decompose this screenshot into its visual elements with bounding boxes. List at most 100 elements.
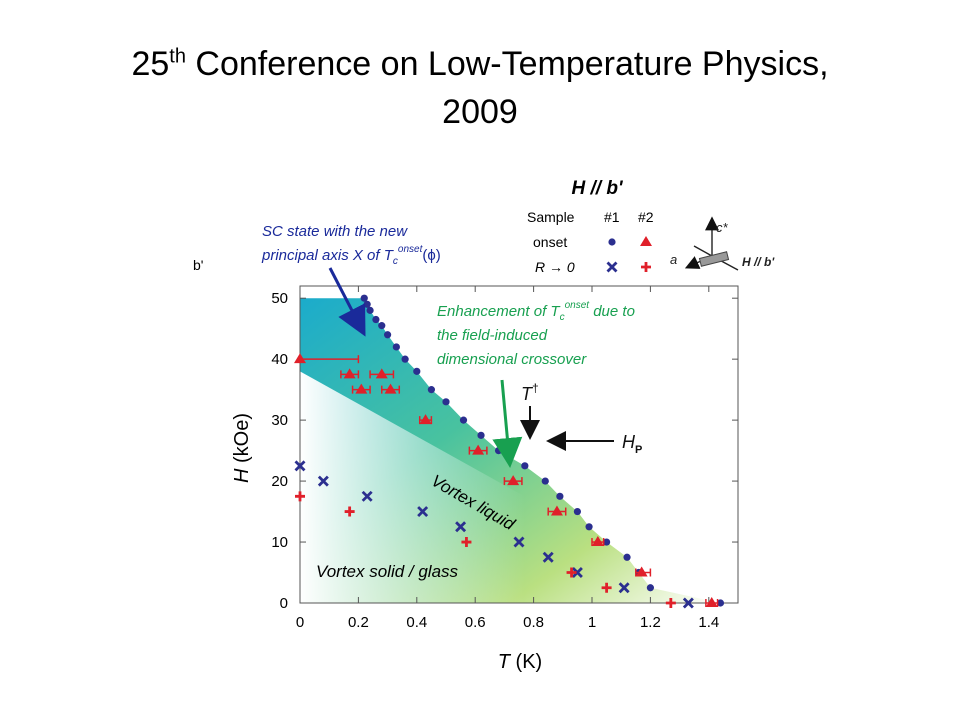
legend-marker-1-r0 <box>606 261 618 273</box>
data-point-series4 <box>601 582 612 593</box>
vortex-solid-label: Vortex solid / glass <box>316 562 459 581</box>
y-tick-label: 20 <box>271 473 288 490</box>
data-point-series2 <box>507 475 520 486</box>
data-point-series1 <box>646 584 655 592</box>
data-point-series3 <box>542 551 554 563</box>
legend-marker-1-onset <box>608 238 616 246</box>
data-point-series3 <box>571 567 583 579</box>
axis-a-label: a <box>670 252 677 267</box>
plot-frame <box>299 285 739 604</box>
t-dagger-label: T† <box>521 381 539 404</box>
sc-state-annotation: SC state with the new principal axis X o… <box>261 223 441 337</box>
data-point-series1 <box>442 398 450 406</box>
title-year: 2009 <box>442 93 518 131</box>
x-tick-label: 1.2 <box>640 614 661 631</box>
enh-sup-onset: onset <box>565 300 591 311</box>
x-tick-label: 1.4 <box>698 614 719 631</box>
legend-col1: #1 <box>604 209 620 225</box>
data-point-series2 <box>343 368 356 379</box>
legend-marker-2-onset <box>640 236 652 246</box>
data-point-series1 <box>378 322 386 330</box>
data-point-series2 <box>419 414 432 425</box>
data-point-series2 <box>635 566 648 577</box>
axis-b-back-line <box>693 245 713 257</box>
data-point-series3 <box>455 521 467 533</box>
enh-line1: Enhancement of Tconset due to <box>437 300 635 323</box>
y-tick-label: 40 <box>271 351 288 368</box>
data-point-series4 <box>295 491 305 502</box>
data-point-series1 <box>541 477 549 485</box>
y-tick-label: 30 <box>271 412 288 429</box>
data-point-series1 <box>573 507 582 516</box>
legend-col2: #2 <box>638 209 654 225</box>
t-dagger-t: T <box>521 384 534 404</box>
title-text: Conference on Low-Temperature Physics, <box>185 45 829 83</box>
sc-state-line2: principal axis X of Tconset(ϕ) <box>261 244 441 267</box>
hp-label: HP <box>622 432 642 456</box>
data-point-series1 <box>459 416 468 424</box>
enh-line1-text: Enhancement of T <box>437 303 561 320</box>
data-point-series2 <box>294 353 306 364</box>
data-point-series1 <box>427 386 435 394</box>
legend-header-sample: Sample <box>527 209 575 225</box>
data-point-series4 <box>566 567 577 578</box>
enh-line3: dimensional crossover <box>437 351 587 368</box>
data-point-series1 <box>585 523 593 531</box>
data-point-series1 <box>392 343 400 351</box>
data-point-series2 <box>355 383 368 394</box>
y-axis-label: H (kOe) <box>231 413 253 483</box>
t-dagger-symbol: † <box>532 381 539 395</box>
data-point-series3 <box>317 475 329 487</box>
axis-c-label: c* <box>716 220 729 235</box>
data-point-series2 <box>472 444 485 455</box>
data-point-series3 <box>417 506 429 518</box>
data-point-series1 <box>384 331 392 339</box>
data-marks <box>294 294 725 609</box>
crystal-sample-icon <box>698 251 730 267</box>
title-number: 25 <box>131 45 170 83</box>
data-point-series3 <box>361 490 373 502</box>
data-point-series2 <box>375 368 388 379</box>
sc-state-sup-onset: onset <box>398 244 424 255</box>
y-tick-label: 0 <box>280 595 288 612</box>
data-point-series1 <box>366 306 374 314</box>
hp-sub: P <box>635 444 642 456</box>
data-point-series4 <box>344 506 355 517</box>
chart-title: H // b' <box>572 178 624 199</box>
x-tick-label: 0 <box>296 614 304 631</box>
sc-state-line1: SC state with the new <box>262 223 408 240</box>
title-superscript: th <box>169 45 186 68</box>
enh-sub-c: c <box>560 312 565 323</box>
data-point-series3 <box>682 597 694 609</box>
y-tick-label: 50 <box>271 290 288 307</box>
data-point-series1 <box>521 462 529 470</box>
enh-line2: the field-induced <box>437 327 548 344</box>
data-point-series1 <box>413 367 421 375</box>
data-point-series1 <box>401 355 409 363</box>
data-point-series2 <box>384 383 397 394</box>
data-point-series2 <box>705 597 718 607</box>
x-tick-label: 0.4 <box>406 614 427 631</box>
axes-diagram: c* a H // b' <box>670 216 775 271</box>
data-point-series1 <box>716 599 725 607</box>
hp-h: H <box>622 432 636 452</box>
x-tick-label: 0.2 <box>348 614 369 631</box>
sc-state-line2-text: principal axis X of T <box>261 247 395 264</box>
enhancement-annotation: Enhancement of Tconset due to the field-… <box>437 300 635 468</box>
data-point-series1 <box>494 446 503 455</box>
x-tick-label: 0.6 <box>465 614 486 631</box>
data-point-series4 <box>461 537 472 548</box>
x-tick-label: 0.8 <box>523 614 544 631</box>
x-axis-ticks: 0 0.2 0.4 0.6 0.8 1 1.2 1.4 <box>296 286 719 631</box>
x-tick-label: 1 <box>588 614 596 631</box>
data-point-series3 <box>618 582 630 594</box>
legend-marker-2-r0 <box>641 262 651 272</box>
enh-line1-tail: due to <box>589 303 635 320</box>
y-axis-label-unit: (kOe) <box>231 413 253 469</box>
sc-state-arrow <box>328 267 366 337</box>
y-tick-label: 10 <box>271 534 288 551</box>
data-point-series1 <box>556 492 564 500</box>
sc-state-sub-c: c <box>393 256 398 267</box>
x-axis-label: T (K) <box>498 651 542 673</box>
